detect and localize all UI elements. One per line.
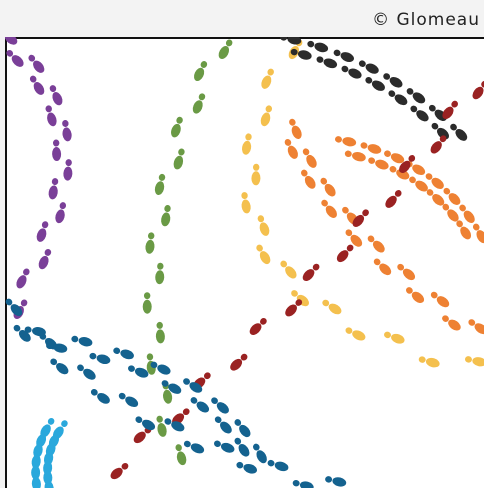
page: © Glomeau (() => { const data = JSON.par…: [0, 0, 484, 488]
frame-border: [6, 38, 484, 488]
credit: © Glomeau: [372, 10, 480, 30]
header-strip: © Glomeau: [0, 0, 484, 36]
footprint-part: [144, 292, 150, 299]
illustration: [5, 37, 484, 488]
footprint-part: [143, 300, 152, 314]
